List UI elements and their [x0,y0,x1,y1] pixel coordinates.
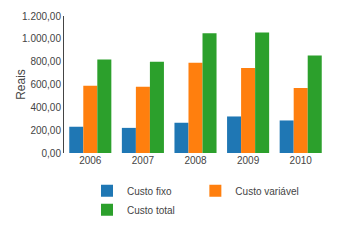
svg-text:2009: 2009 [237,155,260,166]
svg-text:Custo total: Custo total [127,205,175,216]
svg-text:2008: 2008 [184,155,207,166]
svg-text:0,00: 0,00 [42,148,62,159]
svg-text:1.000,00: 1.000,00 [22,33,61,44]
svg-text:2007: 2007 [132,155,155,166]
svg-text:600,00: 600,00 [30,79,61,90]
svg-text:Reais: Reais [14,69,28,100]
svg-text:800,00: 800,00 [30,56,61,67]
svg-text:Custo fixo: Custo fixo [127,186,172,197]
svg-text:2006: 2006 [79,155,102,166]
svg-text:1.200,00: 1.200,00 [22,11,61,22]
svg-text:200,00: 200,00 [30,125,61,136]
svg-text:Custo variável: Custo variável [235,186,298,197]
svg-text:400,00: 400,00 [30,102,61,113]
svg-text:2010: 2010 [290,155,313,166]
